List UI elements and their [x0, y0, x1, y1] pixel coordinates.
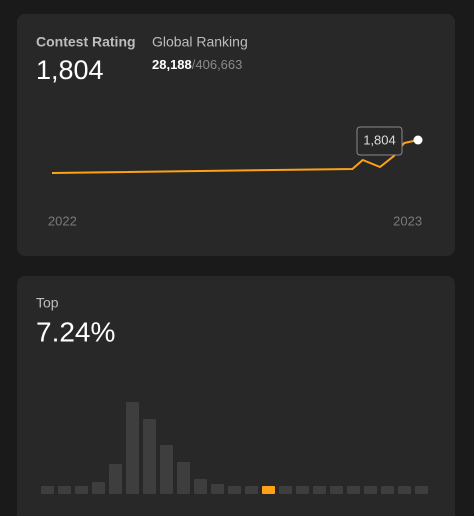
bar — [211, 484, 224, 494]
bar — [296, 486, 309, 494]
bar — [75, 486, 88, 494]
bar — [313, 486, 326, 494]
rating-card — [17, 14, 455, 256]
bar — [364, 486, 377, 494]
ranking: 28,188 — [152, 57, 192, 72]
bar — [194, 479, 207, 494]
bar — [279, 486, 292, 494]
bar — [347, 486, 360, 494]
bar — [262, 486, 275, 494]
top-label: Top — [36, 295, 59, 311]
bar — [177, 462, 190, 494]
rating-label: Contest Rating — [36, 34, 136, 50]
x-tick-label: 2023 — [393, 213, 422, 228]
ranking-label: Global Ranking — [152, 34, 248, 50]
x-tick-label: 2022 — [48, 213, 77, 228]
bar — [41, 486, 54, 494]
bar — [398, 486, 411, 494]
bar — [330, 486, 343, 494]
bar — [126, 402, 139, 494]
point — [413, 135, 423, 145]
bar — [160, 445, 173, 494]
ranking-total: /406,663 — [192, 57, 243, 72]
bar — [109, 464, 122, 494]
bar — [228, 486, 241, 494]
bar — [92, 482, 105, 494]
bar — [245, 486, 258, 494]
bar — [381, 486, 394, 494]
bar — [58, 486, 71, 494]
bar — [415, 486, 428, 494]
tooltip-label: 1,804 — [363, 132, 396, 147]
top-value: 7.24% — [36, 316, 115, 347]
top-card — [17, 276, 455, 516]
rating-line — [51, 139, 419, 174]
bar — [143, 419, 156, 494]
ranking-value: 28,188/406,663 — [152, 57, 242, 72]
rating-value: 1,804 — [36, 55, 104, 85]
tooltip — [356, 126, 403, 156]
